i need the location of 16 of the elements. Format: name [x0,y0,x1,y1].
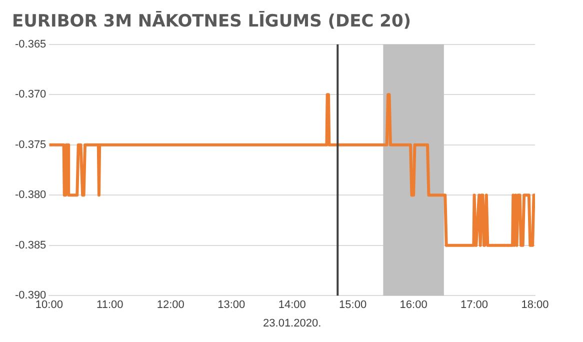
x-tick-label: 11:00 [96,299,124,312]
x-tick-label: 18:00 [521,299,549,312]
x-tick-label: 12:00 [156,299,184,312]
x-tick-label: 14:00 [278,299,306,312]
x-tick-label: 15:00 [339,299,367,312]
chart-title: EURIBOR 3M NĀKOTNES LĪGUMS (DEC 20) [12,10,412,32]
x-tick-label: 13:00 [218,299,246,312]
y-tick-label: -0.385 [14,239,46,252]
x-axis-title: 23.01.2020. [263,317,322,330]
y-tick-label: -0.365 [14,38,46,50]
y-tick-label: -0.380 [14,189,46,202]
y-tick-label: -0.375 [14,138,46,151]
x-tick-label: 16:00 [400,299,428,312]
x-tick-label: 10:00 [35,299,63,312]
x-tick-label: 17:00 [460,299,488,312]
y-tick-label: -0.370 [14,88,46,101]
